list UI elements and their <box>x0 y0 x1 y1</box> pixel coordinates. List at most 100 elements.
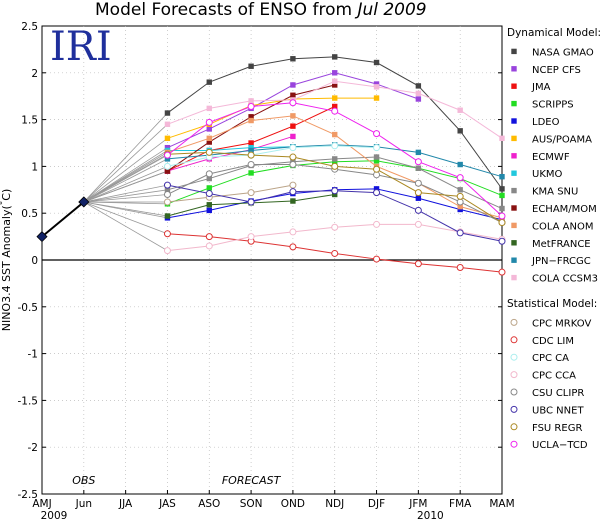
legend-marker-aus-poama <box>511 135 517 142</box>
legend-marker-cdc-lim <box>510 336 518 344</box>
point-nasa-gmao <box>457 128 463 134</box>
point-csu-clipr <box>289 161 297 169</box>
connector-jpn-frcgc <box>83 158 168 203</box>
point-aus-poama <box>373 95 380 101</box>
legend-label-ldeo: LDEO <box>532 117 560 128</box>
point-cpc-ca <box>289 144 297 152</box>
point-cpc-cca <box>247 233 255 241</box>
point-ubc-nnet <box>247 198 255 206</box>
point-fsu-regr <box>205 148 213 156</box>
point-cdc-lim <box>205 233 213 241</box>
point-ubc-nnet <box>163 181 171 189</box>
point-cpc-cca <box>373 220 381 228</box>
legend-marker-scripps <box>511 100 517 107</box>
legend-label-jpn-frcgc: JPN−FRCGC <box>531 256 591 267</box>
legend-marker-ncep-cfs <box>511 66 517 72</box>
point-cpc-cca <box>163 247 171 255</box>
legend-label-nasa-gmao: NASA GMAO <box>532 47 594 58</box>
x-tick-label: Jun <box>75 498 92 510</box>
point-ncep-cfs <box>206 126 212 132</box>
legend-label-cdc-lim: CDC LIM <box>532 336 574 347</box>
point-jma <box>290 123 296 129</box>
connector-ubc-nnet <box>83 184 168 203</box>
y-tick-label: -2.5 <box>18 489 39 501</box>
connector-kma-snu <box>83 189 168 203</box>
connector-metfrance <box>83 201 168 217</box>
point-cpc-mrkov <box>289 181 297 189</box>
point-ldeo <box>457 206 463 213</box>
y-tick-label: 1 <box>31 161 38 173</box>
legend-marker-cpc-cca <box>510 371 518 379</box>
point-ucla-tcd <box>205 118 213 126</box>
point-ucla-tcd <box>373 130 381 138</box>
point-ucla-tcd <box>163 151 171 159</box>
point-nasa-gmao <box>415 83 422 89</box>
point-csu-clipr <box>247 161 255 169</box>
point-cdc-lim <box>163 230 171 238</box>
point-jpn-frcgc <box>499 173 505 180</box>
point-ukmo <box>248 144 254 151</box>
point-ubc-nnet <box>498 237 506 245</box>
point-fsu-regr <box>414 189 422 197</box>
point-kma-snu <box>457 187 463 193</box>
point-kma-snu <box>164 187 171 193</box>
series-line-ukmo <box>167 146 293 151</box>
y-tick-label: -1.5 <box>18 395 39 407</box>
axes: -2.5 -2 -1.5 -1 -0.5 0 0.5 1 1.5 2 2.5 AMJ Jun JJA JAS… <box>0 21 515 520</box>
year-label: 2010 <box>417 510 444 520</box>
connector-csu-clipr <box>83 194 168 203</box>
legend-marker-ucla-tcd <box>510 440 518 448</box>
grid-lines <box>42 26 502 494</box>
legend-group-title: Dynamical Model: <box>507 27 601 39</box>
legend-label-echam-mom: ECHAM/MOM <box>532 204 597 215</box>
point-ncep-cfs <box>373 81 380 87</box>
point-jpn-frcgc <box>457 161 463 168</box>
connector-aus-poama <box>83 138 168 203</box>
point-kma-snu <box>415 165 422 171</box>
observed-point <box>78 196 90 208</box>
legend-label-ukmo: UKMO <box>532 169 563 180</box>
point-ldeo <box>373 186 380 192</box>
point-fsu-regr <box>498 219 506 227</box>
point-csu-clipr <box>163 190 171 198</box>
series-line-aus-poama <box>167 97 377 139</box>
point-cola-ccsm3 <box>332 78 338 84</box>
legend-label-scripps: SCRIPPS <box>532 100 574 111</box>
y-tick-label: -2 <box>28 442 38 454</box>
x-tick-label: FMA <box>449 498 472 510</box>
connector-cola-ccsm3 <box>83 123 168 203</box>
legend-label-cpc-mrkov: CPC MRKOV <box>532 318 591 329</box>
point-cola-ccsm3 <box>164 121 171 127</box>
point-cdc-lim <box>289 243 297 251</box>
legend-label-ncep-cfs: NCEP CFS <box>532 65 581 76</box>
connector-cpc-cca <box>83 201 168 251</box>
point-ncep-cfs <box>332 70 338 76</box>
legend-marker-cpc-mrkov <box>510 318 518 326</box>
legend-marker-cola-ccsm3 <box>511 274 517 281</box>
point-nasa-gmao <box>164 110 171 116</box>
x-tick-label: JAS <box>158 498 176 510</box>
legend-marker-nasa-gmao <box>511 48 517 55</box>
point-cdc-lim <box>373 255 381 263</box>
point-cpc-ca <box>331 142 339 150</box>
point-jpn-frcgc <box>415 149 422 156</box>
legend-label-cola-ccsm3: COLA CCSM3 <box>532 274 598 285</box>
legend-label-ucla-tcd: UCLA−TCD <box>532 440 588 451</box>
point-ubc-nnet <box>373 189 381 197</box>
legend-marker-metfrance <box>511 240 517 246</box>
y-tick-label: 1.5 <box>21 115 38 127</box>
chart-title-date: Jul 2009 <box>354 0 426 20</box>
point-echam-mom <box>206 139 212 145</box>
point-cdc-lim <box>414 260 422 268</box>
y-tick-label: -1 <box>28 349 38 361</box>
point-ldeo <box>415 195 422 201</box>
point-nasa-gmao <box>499 186 505 192</box>
x-tick-label: JFM <box>408 498 427 510</box>
point-fsu-regr <box>456 192 464 200</box>
point-scripps <box>248 170 254 176</box>
legend-marker-echam-mom <box>511 205 517 211</box>
x-tick-label: JJA <box>118 498 133 510</box>
point-aus-poama <box>332 95 338 101</box>
point-cola-ccsm3 <box>415 90 422 97</box>
y-tick-label: 0 <box>31 255 38 267</box>
